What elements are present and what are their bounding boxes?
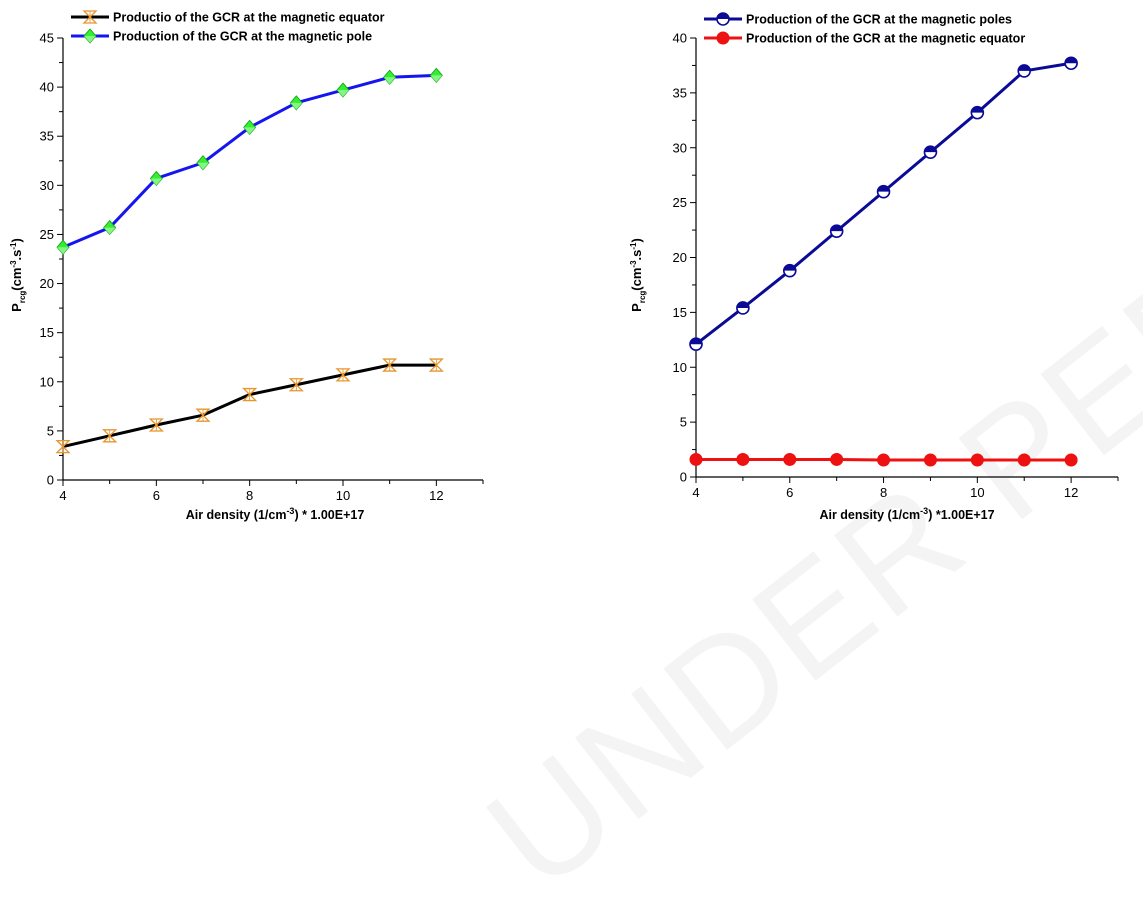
y-tick-label: 35 (40, 129, 54, 144)
legend-marker (716, 31, 730, 45)
data-point-fill (1018, 64, 1031, 71)
data-point-detail (150, 418, 163, 432)
data-point-shade (290, 102, 303, 110)
data-point-shade (57, 247, 69, 255)
series-2 (689, 452, 1078, 467)
y-axis-label: Prcg(cm-3.s-1) (9, 238, 27, 312)
data-point-shade (150, 178, 163, 186)
data-point-detail (243, 388, 256, 401)
y-axis-label: Prcg(cm-3.s-1) (629, 238, 647, 312)
y-tick-label: 40 (673, 31, 687, 46)
legend-label: Production of the GCR at the magnetic po… (113, 30, 372, 44)
data-point (1017, 453, 1031, 467)
y-tick-label: 20 (673, 250, 687, 265)
data-point-detail (290, 378, 303, 392)
data-point-shade (243, 127, 256, 135)
y-tick-label: 0 (47, 473, 54, 488)
series-line (62, 363, 437, 449)
x-tick-label: 10 (336, 488, 350, 503)
series-1 (55, 358, 444, 454)
x-tick-label: 4 (692, 485, 699, 500)
data-point-detail (430, 358, 443, 372)
y-tick-label: 25 (40, 227, 54, 242)
y-tick-label: 0 (680, 470, 687, 485)
y-tick-label: 15 (673, 305, 687, 320)
data-point-fill (924, 146, 937, 153)
y-tick-label: 30 (40, 178, 54, 193)
data-point-fill (1065, 57, 1078, 64)
x-axis-label: Air density (1/cm-3) * 1.00E+17 (186, 506, 365, 522)
data-point-fill (830, 225, 843, 232)
x-tick-label: 6 (153, 488, 160, 503)
data-point-fill (877, 185, 890, 192)
data-point-detail (336, 368, 350, 382)
data-point-fill (783, 264, 796, 271)
legend-label: Productio of the GCR at the magnetic equ… (113, 11, 385, 25)
data-point-fill (736, 301, 749, 308)
legend-marker-detail (83, 10, 97, 24)
y-tick-label: 10 (40, 374, 54, 389)
data-point-fill (690, 338, 702, 345)
y-tick-label: 10 (673, 360, 687, 375)
data-point (830, 452, 844, 466)
series-1 (689, 56, 1078, 352)
y-tick-label: 15 (40, 325, 54, 340)
data-point-detail (383, 358, 396, 372)
y-tick-label: 20 (40, 276, 54, 291)
x-tick-label: 12 (429, 488, 443, 503)
data-point-shade (430, 75, 443, 83)
legend-marker-shade (84, 36, 96, 43)
y-tick-label: 40 (40, 80, 54, 95)
data-point-shade (103, 227, 116, 235)
x-tick-label: 8 (246, 488, 253, 503)
chart-right: 4 6 8 10 12 0 5 10 15 20 25 30 35 40 Air density (1/cm… (629, 12, 1119, 522)
data-point (923, 453, 937, 467)
x-tick-label: 12 (1064, 485, 1078, 500)
x-axis-label: Air density (1/cm-3) *1.00E+17 (819, 506, 994, 522)
data-point-shade (383, 77, 396, 85)
x-tick-label: 10 (970, 485, 984, 500)
data-point (877, 453, 891, 467)
data-point-fill (971, 106, 984, 113)
x-tick-label: 6 (786, 485, 793, 500)
x-tick-label: 8 (880, 485, 887, 500)
y-tick-label: 30 (673, 140, 687, 155)
y-tick-label: 5 (680, 415, 687, 430)
data-point-detail (196, 408, 210, 422)
series-line (62, 73, 437, 249)
legend-label: Production of the GCR at the magnetic eq… (746, 32, 1025, 46)
y-tick-label: 35 (673, 85, 687, 100)
data-point-detail (103, 429, 116, 443)
chart-left: 4 6 8 10 12 0 5 10 15 20 25 30 35 40 45 Air density (1/… (9, 10, 484, 522)
data-point (1064, 453, 1078, 467)
data-point (970, 453, 984, 467)
legend-marker-fill (717, 13, 729, 19)
series-2 (56, 67, 443, 255)
data-point-detail (56, 440, 70, 453)
y-tick-label: 5 (47, 423, 54, 438)
y-tick-label: 25 (673, 195, 687, 210)
data-point (689, 452, 703, 466)
x-tick-label: 4 (59, 488, 66, 503)
legend-label: Production of the GCR at the magnetic po… (746, 13, 1012, 27)
data-point-shade (197, 162, 209, 170)
data-point (783, 452, 797, 466)
series-line (695, 61, 1072, 346)
data-point (736, 452, 750, 466)
y-tick-label: 45 (40, 31, 54, 46)
data-point-shade (337, 90, 349, 98)
